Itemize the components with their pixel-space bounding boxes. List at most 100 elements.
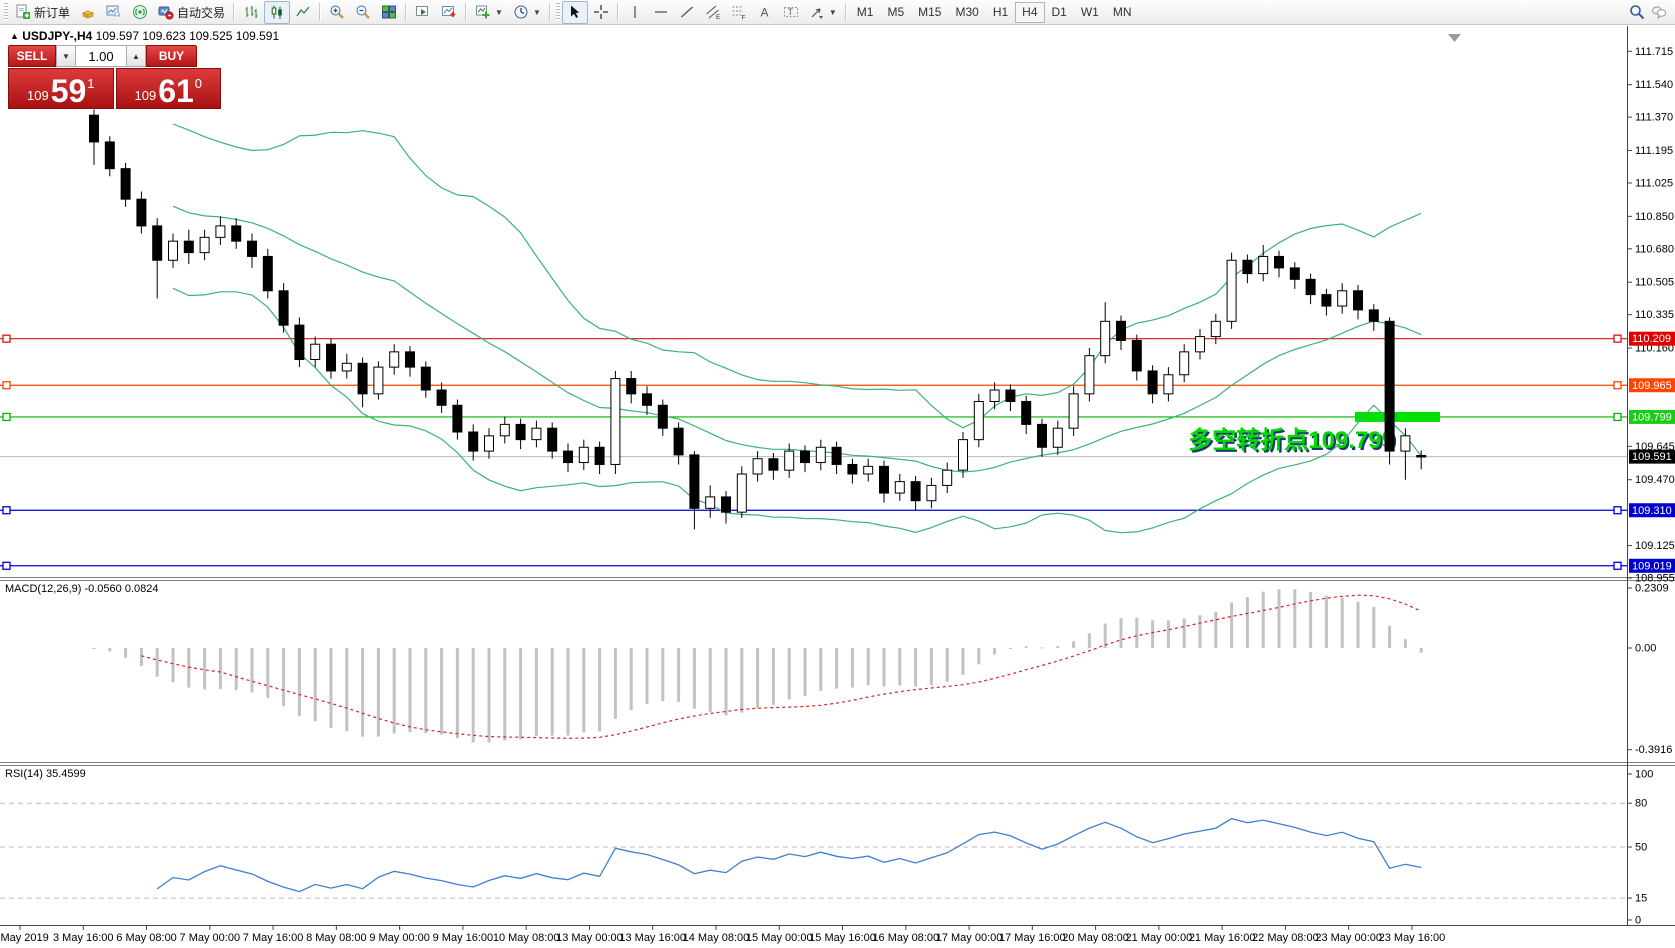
svg-text:A: A	[760, 6, 768, 20]
clock-icon	[513, 4, 529, 20]
svg-text:7 May 16:00: 7 May 16:00	[243, 932, 304, 944]
line-chart-mode-button[interactable]	[290, 1, 316, 24]
toolbar-separator	[319, 3, 322, 21]
scroll-marker-icon	[1448, 34, 1461, 42]
horizontal-line-tool-button[interactable]	[648, 1, 674, 24]
bar-chart-icon	[243, 4, 259, 20]
zoom-out-button[interactable]	[350, 1, 376, 24]
svg-text:50: 50	[1635, 842, 1647, 854]
accounts-button[interactable]	[101, 1, 127, 24]
timeframe-button-w1[interactable]: W1	[1080, 5, 1099, 19]
volume-input[interactable]	[76, 45, 126, 67]
zoom-out-icon	[355, 4, 371, 20]
svg-text:110.209: 110.209	[1632, 333, 1671, 345]
indicators-button[interactable]: ▼	[470, 1, 508, 24]
svg-text:111.715: 111.715	[1635, 46, 1673, 58]
sell-button[interactable]: SELL	[8, 45, 56, 67]
volume-down-button[interactable]: ▼	[56, 45, 76, 67]
svg-text:-0.3916: -0.3916	[1635, 744, 1672, 756]
arrow-object-icon	[809, 4, 825, 20]
search-icon[interactable]	[1629, 4, 1645, 20]
candlestick-mode-button[interactable]	[264, 0, 291, 24]
toolbar-separator	[405, 3, 408, 21]
svg-text:14 May 08:00: 14 May 08:00	[683, 932, 750, 944]
macd-label: MACD(12,26,9) -0.0560 0.0824	[5, 583, 159, 595]
toolbar-separator	[844, 3, 847, 21]
svg-text:7 May 00:00: 7 May 00:00	[180, 932, 241, 944]
periods-button[interactable]: ▼	[508, 1, 546, 24]
channel-tool-button[interactable]: E	[700, 1, 726, 24]
svg-text:15: 15	[1635, 893, 1647, 905]
trendline-tool-button[interactable]	[674, 1, 700, 24]
svg-text:111.025: 111.025	[1635, 177, 1673, 189]
svg-text:111.540: 111.540	[1635, 79, 1673, 91]
price-badges: 110.209 109.965 109.799 109.310 109.019 109.5…	[1629, 331, 1675, 573]
timeframe-button-d1[interactable]: D1	[1051, 5, 1067, 19]
buy-price-sup: 0	[194, 76, 203, 91]
gold-icon	[80, 4, 96, 20]
svg-text:111.370: 111.370	[1635, 112, 1673, 124]
svg-text:109.470: 109.470	[1635, 474, 1675, 486]
text-tool-button[interactable]: A	[752, 1, 778, 24]
collapse-icon[interactable]: ▲	[10, 31, 19, 41]
market-watch-button[interactable]	[75, 1, 101, 24]
svg-text:109.125: 109.125	[1635, 540, 1675, 552]
svg-text:9 May 16:00: 9 May 16:00	[433, 932, 494, 944]
svg-text:3 May 16:00: 3 May 16:00	[53, 932, 114, 944]
text-label-tool-button[interactable]: T	[778, 1, 804, 24]
strategy-tester-button[interactable]	[410, 1, 436, 24]
timeframe-button-m1[interactable]: M1	[856, 5, 874, 19]
svg-text:E: E	[716, 14, 721, 20]
timeframe-button-m30[interactable]: M30	[955, 5, 979, 19]
timeframe-button-h4[interactable]: H4	[1015, 1, 1045, 23]
chat-icon[interactable]	[1651, 4, 1667, 20]
news-button[interactable]	[127, 1, 153, 24]
timeframe-button-m5[interactable]: M5	[887, 5, 905, 19]
bar-chart-mode-button[interactable]	[238, 1, 264, 24]
dropdown-caret-icon: ▼	[532, 7, 541, 17]
price-chart[interactable]: 多空转折点109.799多空转折点109.799111.715111.54011…	[0, 25, 1675, 948]
svg-text:100: 100	[1635, 769, 1653, 781]
svg-text:15 May 16:00: 15 May 16:00	[809, 932, 876, 944]
svg-text:15 May 00:00: 15 May 00:00	[746, 932, 813, 944]
buy-price-display[interactable]: 109 61 0	[115, 68, 221, 109]
svg-text:110.850: 110.850	[1635, 211, 1674, 223]
new-order-label: 新订单	[34, 5, 71, 20]
svg-text:10 May 08:00: 10 May 08:00	[493, 932, 560, 944]
sell-price-sup: 1	[87, 76, 95, 91]
svg-text:109.019: 109.019	[1632, 560, 1672, 572]
indicator-axis-labels: 0.2309 0.00 -0.3916 100 80 50 15 0	[1627, 583, 1672, 927]
rsi-gridlines	[0, 802, 1627, 899]
autotrading-button[interactable]: 自动交易	[153, 1, 230, 24]
indicator-add-icon	[475, 4, 491, 20]
fibonacci-tool-button[interactable]: F	[726, 1, 752, 24]
svg-text:109.965: 109.965	[1632, 380, 1672, 392]
volume-up-button[interactable]: ▲	[126, 45, 146, 67]
svg-text:F: F	[741, 15, 745, 21]
cursor-icon	[567, 4, 583, 20]
text-label-icon: T	[783, 4, 799, 20]
svg-text:0.2309: 0.2309	[1635, 583, 1669, 595]
cursor-tool-button[interactable]	[561, 0, 588, 24]
dropdown-caret-icon: ▼	[828, 7, 837, 17]
svg-text:22 May 08:00: 22 May 08:00	[1252, 932, 1319, 944]
arrows-tool-button[interactable]: ▼	[804, 1, 842, 24]
new-order-button[interactable]: 新订单	[10, 1, 75, 24]
svg-text:108.955: 108.955	[1635, 573, 1675, 585]
buy-button[interactable]: BUY	[146, 45, 197, 67]
tile-windows-button[interactable]	[376, 1, 402, 24]
vertical-line-tool-button[interactable]	[622, 1, 648, 24]
one-click-trading-panel: SELL ▼ ▲ BUY 109 59 1 109 61 0	[8, 45, 221, 109]
sell-price-display[interactable]: 109 59 1	[8, 68, 114, 109]
buy-price-prefix: 109	[134, 88, 157, 103]
timeframe-button-m15[interactable]: M15	[918, 5, 942, 19]
fibonacci-icon: F	[731, 4, 747, 20]
zoom-in-button[interactable]	[324, 1, 350, 24]
new-chart-button[interactable]	[436, 1, 462, 24]
timeframe-button-h1[interactable]: H1	[992, 5, 1009, 19]
timeframe-button-mn[interactable]: MN	[1112, 5, 1132, 19]
dropdown-caret-icon: ▼	[495, 7, 503, 17]
svg-text:16 May 08:00: 16 May 08:00	[872, 932, 939, 944]
crosshair-tool-button[interactable]	[588, 1, 614, 24]
